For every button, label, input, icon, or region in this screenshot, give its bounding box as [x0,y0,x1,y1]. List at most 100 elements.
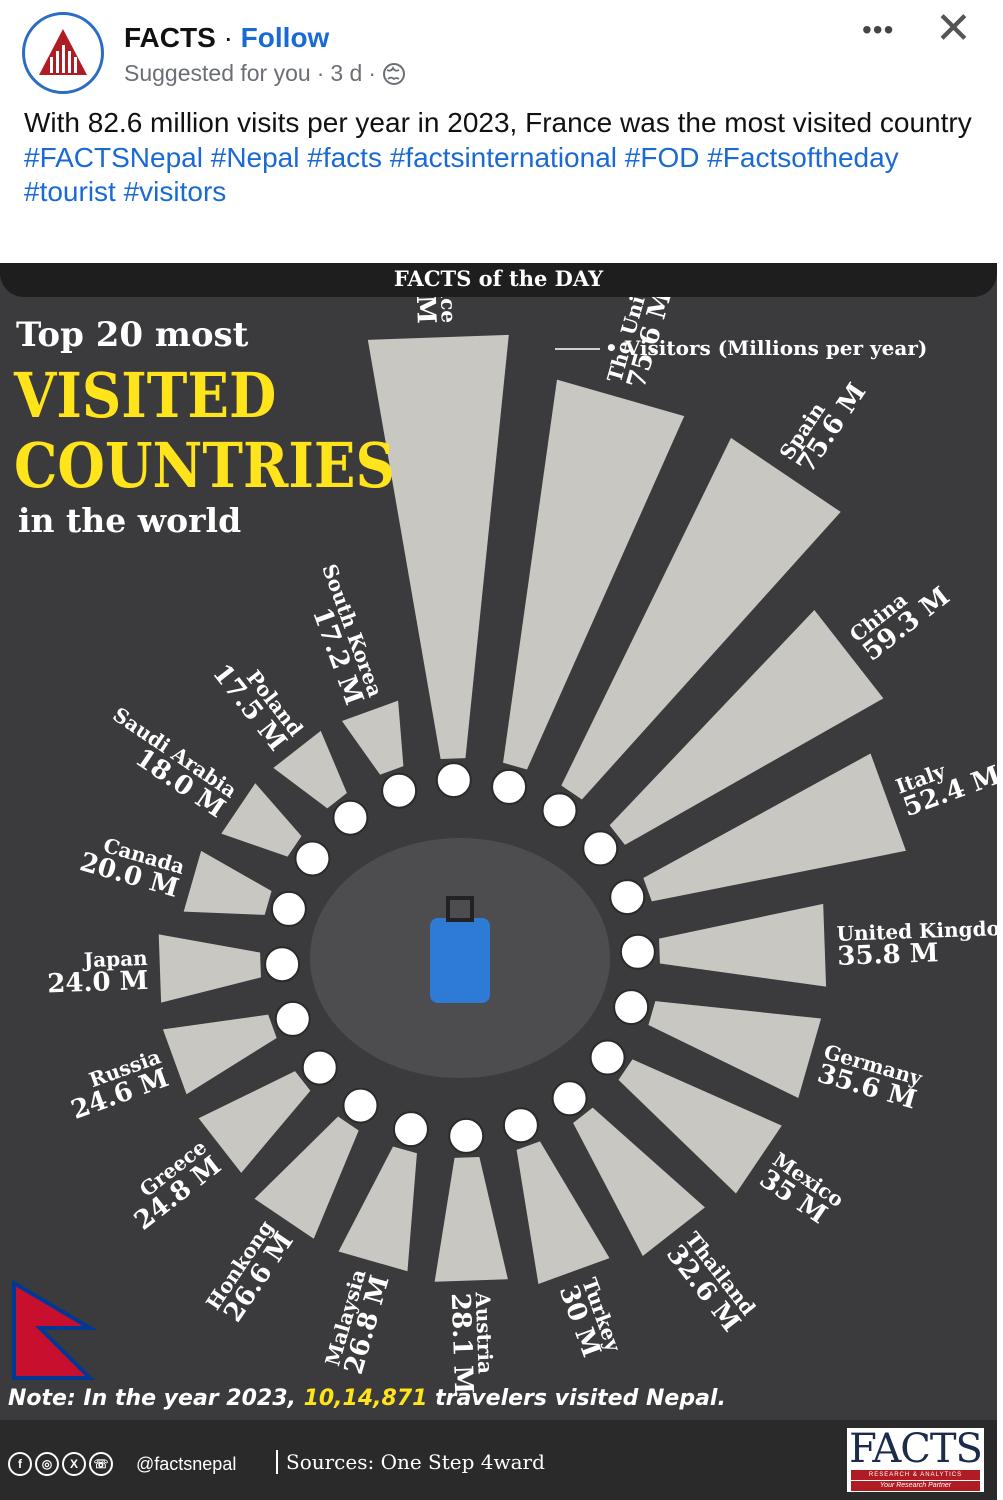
close-icon[interactable]: ✕ [935,4,972,53]
page-name[interactable]: FACTS [124,22,216,53]
bar-france [367,334,509,759]
facts-logo-icon [39,29,87,75]
facebook-icon: f [8,1452,32,1476]
flag-japan [264,946,301,983]
label-saudi-arabia: Saudi Arabia18.0 M [94,702,241,824]
sources-text: Sources: One Step 4ward [276,1450,545,1474]
country-name: United Kingdom [836,915,997,945]
label-honkong: Honkong26.6 M [201,1216,300,1329]
infographic-footer: f ◎ X ☏ @factsnepal Sources: One Step 4w… [0,1420,997,1500]
label-russia: Russia24.6 M [61,1044,173,1126]
radial-bar-chart: France82.6 MThe United States75.6 MSpain… [12,263,997,1395]
bar-south-korea [341,700,404,775]
more-options-icon[interactable]: ••• [862,14,895,45]
title-visited: VISITED [14,359,277,432]
flag-south-korea [381,772,418,809]
label-thailand: Thailand32.6 M [660,1227,762,1337]
bar-the-united-states [503,379,685,770]
label-united-kingdom: United Kingdom35.8 M [836,915,997,971]
bar-austria [434,1157,508,1282]
bar-thailand [573,1107,705,1256]
bar-germany [648,1001,822,1098]
label-italy: Italy52.4 M [893,742,997,824]
flag-turkey [502,1107,539,1144]
bar-canada [183,850,272,915]
bar-japan [158,934,261,1003]
infographic-image[interactable]: France82.6 MThe United States75.6 MSpain… [0,263,997,1500]
legend-label: • Visitors (Millions per year) [605,336,927,360]
flag-china [582,830,619,867]
label-canada: Canada20.0 M [76,828,187,904]
post-meta: Suggested for you · 3 d · [124,60,406,87]
brand-tag: Your Research Partner [851,1481,980,1491]
page-name-row: FACTS · Follow [124,22,329,54]
flag-greece [301,1049,338,1086]
nepal-note: Note: In the year 2023, 10,14,871 travel… [8,1386,726,1411]
note-prefix: Note: In the year 2023, [8,1386,304,1411]
bar-turkey [516,1141,610,1284]
title-line-2: VISITED COUNTRIES [14,361,395,501]
label-turkey: Turkey30 M [553,1275,627,1365]
bar-italy [643,753,906,902]
post-hashtags[interactable]: #FACTSNepal #Nepal #facts #factsinternat… [24,141,899,208]
title-line-4: in the world [18,501,242,540]
follow-button[interactable]: Follow [240,22,330,53]
post-body: With 82.6 million visits per year in 202… [24,107,972,138]
meta-dot: · [316,60,325,86]
label-austria: Austria28.1 M [445,1291,499,1395]
label-japan: Japan24.0 M [46,946,149,1000]
post-header: FACTS · Follow Suggested for you · 3 d ·… [0,0,1003,100]
country-name: Japan [81,946,148,972]
nepal-flag-shape [12,1279,98,1380]
note-number: 10,14,871 [303,1386,428,1411]
bar-spain [561,437,841,800]
bar-china [609,610,884,845]
flag-thailand [551,1080,588,1117]
suitcase-handle [446,896,474,922]
flag-italy [609,879,646,916]
separator: · [223,22,233,53]
flag-united-kingdom [619,933,656,970]
bar-russia [162,1014,277,1095]
label-spain: Spain75.6 M [774,367,872,479]
note-suffix: travelers visited Nepal. [427,1386,726,1411]
label-mexico: Mexico35 M [754,1147,848,1233]
suitcase-body [430,918,490,1003]
facts-brand-logo: FACTS RESEARCH & ANALYTICS Your Research… [847,1426,984,1492]
flag-saudi-arabia [294,840,331,877]
brand-name: FACTS [849,1426,983,1472]
label-germany: Germany35.6 M [814,1040,926,1116]
bar-poland [273,730,347,809]
value-label: 24.0 M [47,966,149,1000]
globe-icon [383,62,406,85]
flag-canada [270,890,307,927]
flag-spain [541,792,578,829]
value-label: 35.8 M [837,938,939,972]
flag-poland [332,799,369,836]
flag-russia [274,1000,311,1037]
value-label: 28.1 M [445,1292,479,1394]
label-china: China59.3 M [845,566,955,668]
flag-france [435,762,472,799]
flag-germany [613,989,650,1026]
flag-honkong [342,1087,379,1124]
instagram-icon: ◎ [35,1452,59,1476]
meta-dot: · [368,60,377,86]
country-name: Austria [471,1291,498,1374]
flag-the-united-states [491,768,528,805]
post-time[interactable]: 3 d [330,60,363,86]
label-malaysia: Malaysia26.8 M [320,1267,396,1378]
post-text: With 82.6 million visits per year in 202… [24,106,974,210]
suggested-label: Suggested for you [124,60,311,86]
bar-saudi-arabia [221,783,302,857]
label-poland: Poland17.5 M [206,646,308,756]
social-icons: f ◎ X ☏ [8,1452,113,1476]
viber-icon: ☏ [89,1452,113,1476]
x-icon: X [62,1452,86,1476]
title-line-1: Top 20 most [16,315,249,355]
suitcase-icon [430,896,490,1003]
label-greece: Greece24.8 M [117,1135,227,1237]
page-avatar[interactable] [22,12,104,94]
flag-malaysia [392,1111,429,1148]
tab-title: FACTS of the DAY [0,263,997,297]
